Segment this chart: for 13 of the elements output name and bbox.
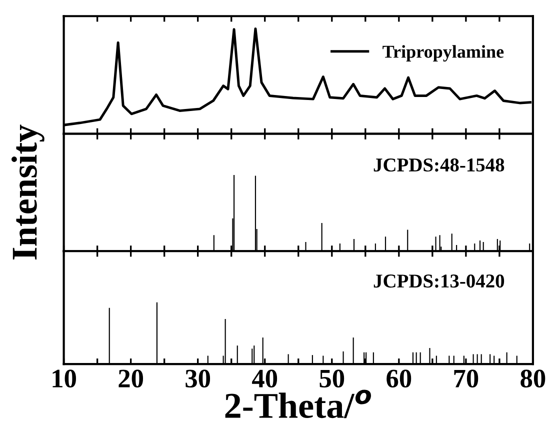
x-tick-label: 40 [252, 370, 278, 388]
y-axis-title: Intensity [12, 124, 44, 260]
x-axis-title: 2-Theta/$^{o}$ [225, 390, 371, 418]
x-tick-label: 80 [520, 370, 546, 388]
text: JCPDS:48-1548 [374, 158, 504, 172]
text: JCPDS:13-0420 [374, 274, 504, 288]
x-tick-label: 50 [320, 370, 344, 388]
x-tick-label: 30 [186, 370, 210, 388]
x-tick-label: 70 [454, 370, 478, 388]
x-tick-label: 20 [118, 370, 144, 388]
x-tick-label: 10 [52, 370, 76, 388]
legend-label: Tripropylamine [382, 45, 504, 62]
x-tick-label: 60 [386, 370, 412, 388]
